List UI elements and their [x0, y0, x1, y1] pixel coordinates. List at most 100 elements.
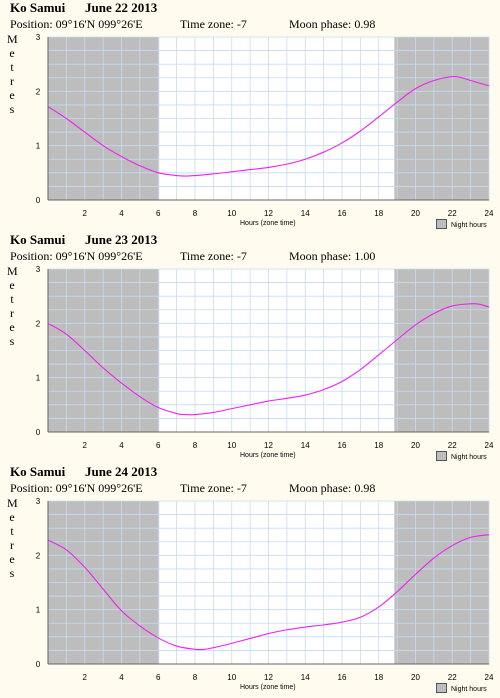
y-axis-title-letter: e	[9, 552, 15, 566]
chart-date: June 24 2013	[85, 464, 158, 479]
location-name: Ko Samui	[10, 0, 66, 15]
location-name: Ko Samui	[10, 464, 66, 479]
x-tick-label: 20	[411, 673, 420, 682]
x-tick-label: 10	[227, 673, 236, 682]
x-axis-label: Hours (zone time)	[240, 220, 296, 227]
chart-date: June 22 2013	[85, 0, 158, 15]
tide-height-curve	[47, 534, 490, 651]
x-tick-label: 24	[485, 209, 494, 218]
y-axis-title-letter: e	[9, 510, 15, 524]
x-tick-label: 4	[119, 673, 124, 682]
x-tick-label: 8	[193, 441, 198, 450]
x-tick-label: 8	[193, 209, 198, 218]
x-tick-label: 20	[411, 209, 420, 218]
y-axis-title-letter: s	[9, 566, 15, 580]
y-axis-title-letter: M	[7, 496, 18, 510]
legend-label: Night hours	[451, 222, 487, 229]
tide-chart-panel: Ko Samui June 23 2013 Position: 09°16'N 09…	[0, 232, 500, 464]
tide-chart-panel: Ko Samui June 22 2013 Position: 09°16'N 09…	[0, 0, 500, 232]
x-tick-label: 6	[156, 441, 161, 450]
x-tick-label: 12	[264, 441, 273, 450]
y-axis-title-letter: e	[9, 320, 15, 334]
night-hours-legend: Night hours	[436, 451, 487, 461]
timezone-text: Time zone: -7	[180, 17, 247, 31]
x-tick-label: 14	[301, 673, 310, 682]
position-text: Position: 09°16'N 099°26'E	[10, 249, 143, 263]
x-tick-label: 18	[374, 441, 383, 450]
y-tick-label: 1	[36, 374, 41, 383]
x-tick-label: 16	[338, 209, 347, 218]
y-axis-title-letter: r	[10, 306, 14, 320]
y-tick-label: 1	[36, 606, 41, 615]
y-tick-label: 2	[36, 551, 41, 560]
y-axis-title-letter: r	[10, 74, 14, 88]
x-tick-label: 12	[264, 673, 273, 682]
y-axis-title-letter: e	[9, 278, 15, 292]
y-axis-title-letter: M	[7, 32, 18, 46]
y-axis-title-letter: r	[10, 538, 14, 552]
chart-title: Ko Samui June 23 2013	[10, 232, 157, 248]
legend-label: Night hours	[451, 454, 487, 461]
y-tick-label: 3	[36, 265, 41, 274]
position-text: Position: 09°16'N 099°26'E	[10, 17, 143, 31]
x-tick-label: 2	[83, 209, 88, 218]
x-tick-label: 10	[227, 441, 236, 450]
y-tick-label: 2	[36, 87, 41, 96]
night-swatch	[436, 219, 447, 229]
y-tick-label: 2	[36, 319, 41, 328]
moon-phase-text: Moon phase: 1.00	[289, 249, 376, 263]
x-axis-label: Hours (zone time)	[240, 452, 296, 459]
x-tick-label: 24	[485, 673, 494, 682]
x-tick-label: 12	[264, 209, 273, 218]
x-tick-label: 18	[374, 673, 383, 682]
x-tick-label: 6	[156, 209, 161, 218]
y-axis-title-letter: t	[10, 60, 14, 74]
tide-chart-panel: Ko Samui June 24 2013 Position: 09°16'N 09…	[0, 464, 500, 696]
tide-height-curve	[47, 76, 490, 177]
x-tick-label: 20	[411, 441, 420, 450]
y-tick-label: 3	[36, 497, 41, 506]
x-tick-label: 22	[448, 673, 457, 682]
x-tick-label: 10	[227, 209, 236, 218]
y-tick-label: 0	[36, 428, 41, 437]
y-axis-title-letter: s	[9, 102, 15, 116]
x-tick-label: 24	[485, 441, 494, 450]
moon-phase-text: Moon phase: 0.98	[289, 481, 376, 495]
timezone-text: Time zone: -7	[180, 481, 247, 495]
y-axis-title-letter: e	[9, 88, 15, 102]
night-swatch	[436, 683, 447, 693]
y-axis-title-letter: t	[10, 524, 14, 538]
y-axis-title-letter: t	[10, 292, 14, 306]
location-name: Ko Samui	[10, 232, 66, 247]
chart-title: Ko Samui June 24 2013	[10, 464, 157, 480]
x-tick-label: 4	[119, 441, 124, 450]
y-axis-title-letter: e	[9, 46, 15, 60]
chart-title: Ko Samui June 22 2013	[10, 0, 157, 16]
legend-label: Night hours	[451, 686, 487, 693]
x-tick-label: 2	[83, 441, 88, 450]
tide-height-curve	[47, 303, 490, 416]
x-tick-label: 6	[156, 673, 161, 682]
x-tick-label: 8	[193, 673, 198, 682]
night-swatch	[436, 451, 447, 461]
position-text: Position: 09°16'N 099°26'E	[10, 481, 143, 495]
x-tick-label: 4	[119, 209, 124, 218]
chart-date: June 23 2013	[85, 232, 158, 247]
y-tick-label: 0	[36, 660, 41, 669]
y-axis-title-letter: s	[9, 334, 15, 348]
x-tick-label: 16	[338, 673, 347, 682]
x-tick-label: 18	[374, 209, 383, 218]
y-tick-label: 0	[36, 196, 41, 205]
y-tick-label: 1	[36, 142, 41, 151]
y-tick-label: 3	[36, 33, 41, 42]
moon-phase-text: Moon phase: 0.98	[289, 17, 376, 31]
x-tick-label: 14	[301, 209, 310, 218]
night-hours-legend: Night hours	[436, 219, 487, 229]
x-tick-label: 22	[448, 441, 457, 450]
x-axis-label: Hours (zone time)	[240, 684, 296, 691]
